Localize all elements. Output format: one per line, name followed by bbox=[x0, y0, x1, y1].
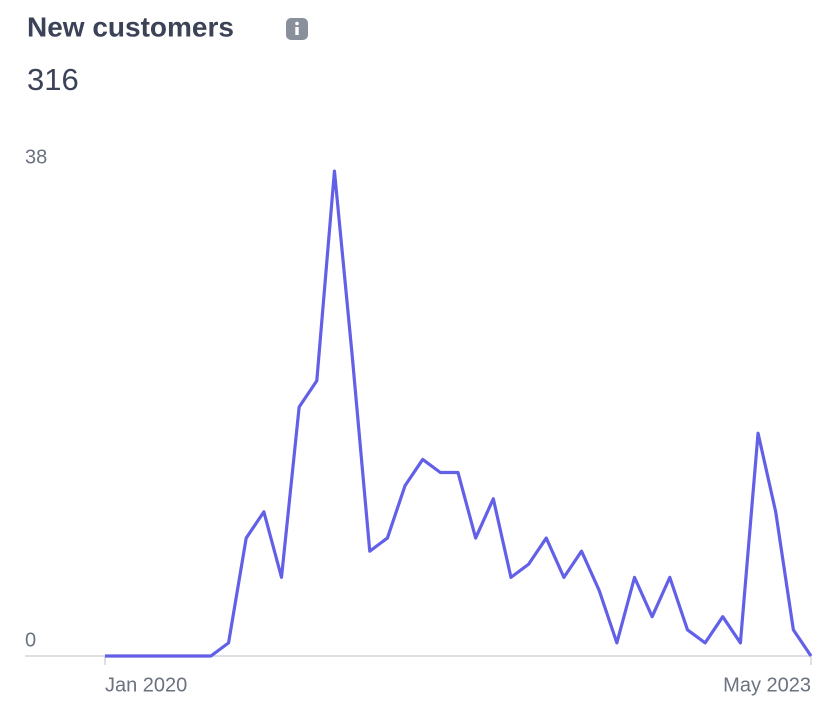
y-tick-label: 38 bbox=[25, 146, 47, 168]
info-icon[interactable] bbox=[286, 18, 308, 40]
total-value: 316 bbox=[27, 62, 79, 97]
x-tick-label: May 2023 bbox=[723, 674, 811, 696]
info-icon-dot bbox=[295, 21, 299, 26]
chart-title: New customers bbox=[27, 11, 234, 42]
y-tick-label: 0 bbox=[25, 629, 36, 651]
info-icon-bar bbox=[295, 27, 299, 35]
data-line bbox=[105, 169, 813, 658]
x-tick-label: Jan 2020 bbox=[105, 674, 187, 696]
